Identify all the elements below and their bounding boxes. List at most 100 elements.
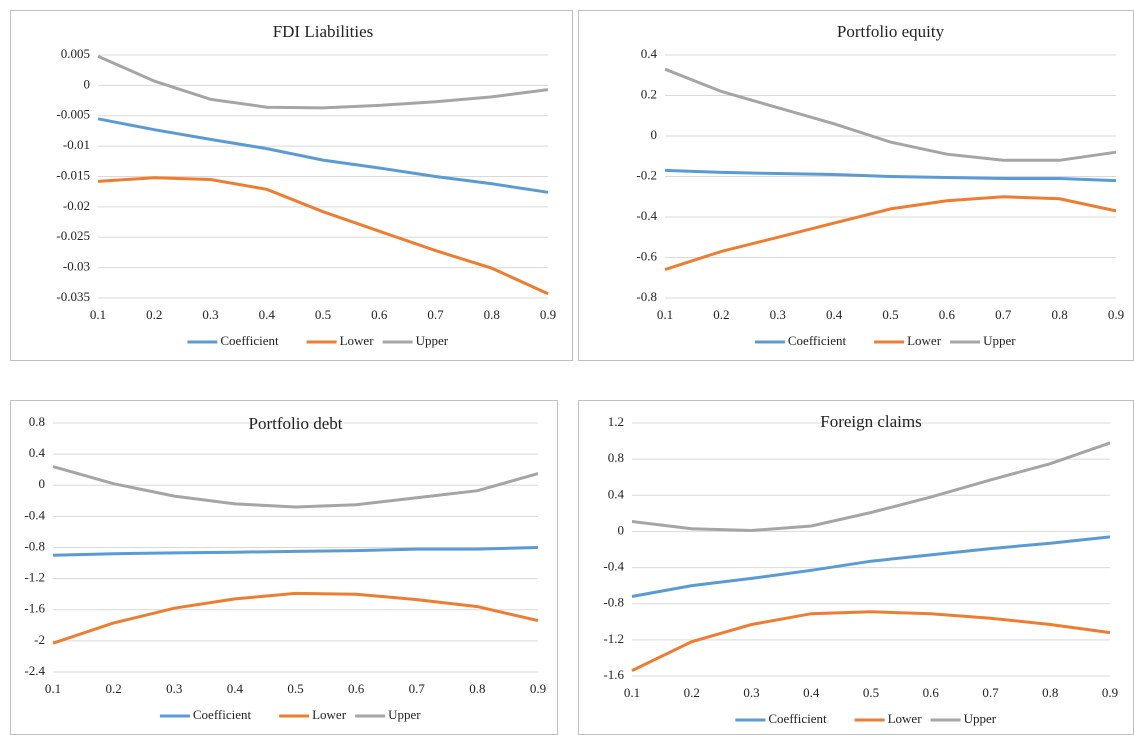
legend-label: Lower [312, 707, 347, 722]
y-tick-label: 0.2 [641, 86, 657, 101]
legend-label: Lower [340, 333, 375, 348]
x-tick-label: 0.4 [227, 681, 244, 696]
y-tick-label: -0.03 [63, 259, 90, 274]
chart-title: Foreign claims [820, 412, 922, 431]
chart-title: Portfolio debt [249, 414, 343, 433]
x-tick-label: 0.2 [713, 307, 729, 322]
x-tick-label: 0.3 [770, 307, 786, 322]
x-tick-label: 0.7 [409, 681, 426, 696]
y-tick-label: -0.005 [56, 107, 90, 122]
y-tick-label: -0.6 [636, 248, 657, 263]
y-tick-label: 0 [39, 476, 46, 491]
y-tick-label: -0.035 [56, 289, 90, 304]
series-line [664, 67, 1117, 162]
legend-label: Coefficient [768, 711, 827, 726]
x-tick-label: 0.8 [469, 681, 485, 696]
x-tick-label: 0.8 [1052, 307, 1068, 322]
x-tick-label: 0.7 [982, 685, 999, 700]
y-tick-label: -0.015 [56, 167, 90, 182]
chart-title: Portfolio equity [837, 22, 945, 41]
y-tick-label: 0.4 [29, 445, 46, 460]
legend-label: Lower [907, 333, 942, 348]
x-tick-label: 0.2 [106, 681, 122, 696]
x-tick-label: 0.6 [371, 307, 388, 322]
x-tick-label: 0.2 [146, 307, 162, 322]
x-tick-label: 0.6 [348, 681, 365, 696]
y-tick-label: -1.2 [24, 570, 45, 585]
x-tick-label: 0.9 [1102, 685, 1118, 700]
y-tick-label: -0.01 [63, 137, 90, 152]
y-tick-label: 0 [618, 522, 625, 537]
chart-title: FDI Liabilities [273, 22, 374, 41]
x-tick-label: 0.3 [743, 685, 759, 700]
y-tick-label: 0.4 [641, 46, 658, 61]
y-tick-label: -0.02 [63, 198, 90, 213]
series-line [52, 591, 539, 645]
legend-label: Upper [388, 707, 421, 722]
series-line [52, 546, 539, 557]
x-tick-label: 0.1 [657, 307, 673, 322]
y-tick-label: 0.005 [61, 46, 90, 61]
x-tick-label: 0.6 [939, 307, 956, 322]
x-tick-label: 0.3 [166, 681, 182, 696]
series-line [97, 176, 549, 296]
x-tick-label: 0.8 [484, 307, 500, 322]
x-tick-label: 0.3 [202, 307, 218, 322]
x-tick-label: 0.5 [882, 307, 898, 322]
legend-label: Upper [983, 333, 1016, 348]
x-tick-label: 0.9 [1108, 307, 1124, 322]
y-tick-label: 0.8 [608, 450, 624, 465]
y-tick-label: -2.4 [24, 663, 45, 678]
x-tick-label: 0.9 [530, 681, 546, 696]
y-tick-label: -1.2 [603, 631, 624, 646]
series-line [97, 54, 549, 110]
series-line [664, 195, 1117, 272]
legend-label: Upper [964, 711, 997, 726]
y-tick-label: -2 [34, 632, 45, 647]
series-line [631, 441, 1111, 533]
x-tick-label: 0.4 [803, 685, 820, 700]
x-tick-label: 0.4 [259, 307, 276, 322]
y-tick-label: 0 [651, 127, 658, 142]
y-tick-label: -0.8 [603, 595, 624, 610]
y-tick-label: -0.8 [24, 538, 45, 553]
x-tick-label: 0.8 [1042, 685, 1058, 700]
legend-label: Coefficient [788, 333, 847, 348]
y-tick-label: -0.4 [603, 559, 624, 574]
series-line [631, 535, 1111, 598]
y-tick-label: 0 [84, 76, 91, 91]
legend-label: Upper [416, 333, 449, 348]
x-tick-label: 0.2 [684, 685, 700, 700]
y-tick-label: -0.4 [24, 507, 45, 522]
x-tick-label: 0.5 [863, 685, 879, 700]
legend-label: Lower [888, 711, 923, 726]
x-tick-label: 0.6 [923, 685, 940, 700]
x-tick-label: 0.1 [45, 681, 61, 696]
x-tick-label: 0.7 [427, 307, 444, 322]
x-tick-label: 0.5 [287, 681, 303, 696]
x-tick-label: 0.5 [315, 307, 331, 322]
y-tick-label: 1.2 [608, 414, 624, 429]
series-line [97, 117, 549, 194]
series-line [631, 610, 1111, 672]
series-line [664, 168, 1117, 183]
x-tick-label: 0.9 [540, 307, 556, 322]
legend-label: Coefficient [193, 707, 252, 722]
x-tick-label: 0.7 [995, 307, 1012, 322]
x-tick-label: 0.1 [624, 685, 640, 700]
y-tick-label: -0.2 [636, 167, 657, 182]
series-line [52, 465, 539, 509]
legend-label: Coefficient [220, 333, 279, 348]
y-tick-label: -0.025 [56, 228, 90, 243]
panel-border [10, 10, 573, 361]
x-tick-label: 0.1 [90, 307, 106, 322]
y-tick-label: 0.4 [608, 486, 625, 501]
y-tick-label: 0.8 [29, 414, 45, 429]
y-tick-label: -1.6 [24, 601, 45, 616]
y-tick-label: -0.8 [636, 289, 657, 304]
y-tick-label: -0.4 [636, 208, 657, 223]
x-tick-label: 0.4 [826, 307, 843, 322]
y-tick-label: -1.6 [603, 667, 624, 682]
